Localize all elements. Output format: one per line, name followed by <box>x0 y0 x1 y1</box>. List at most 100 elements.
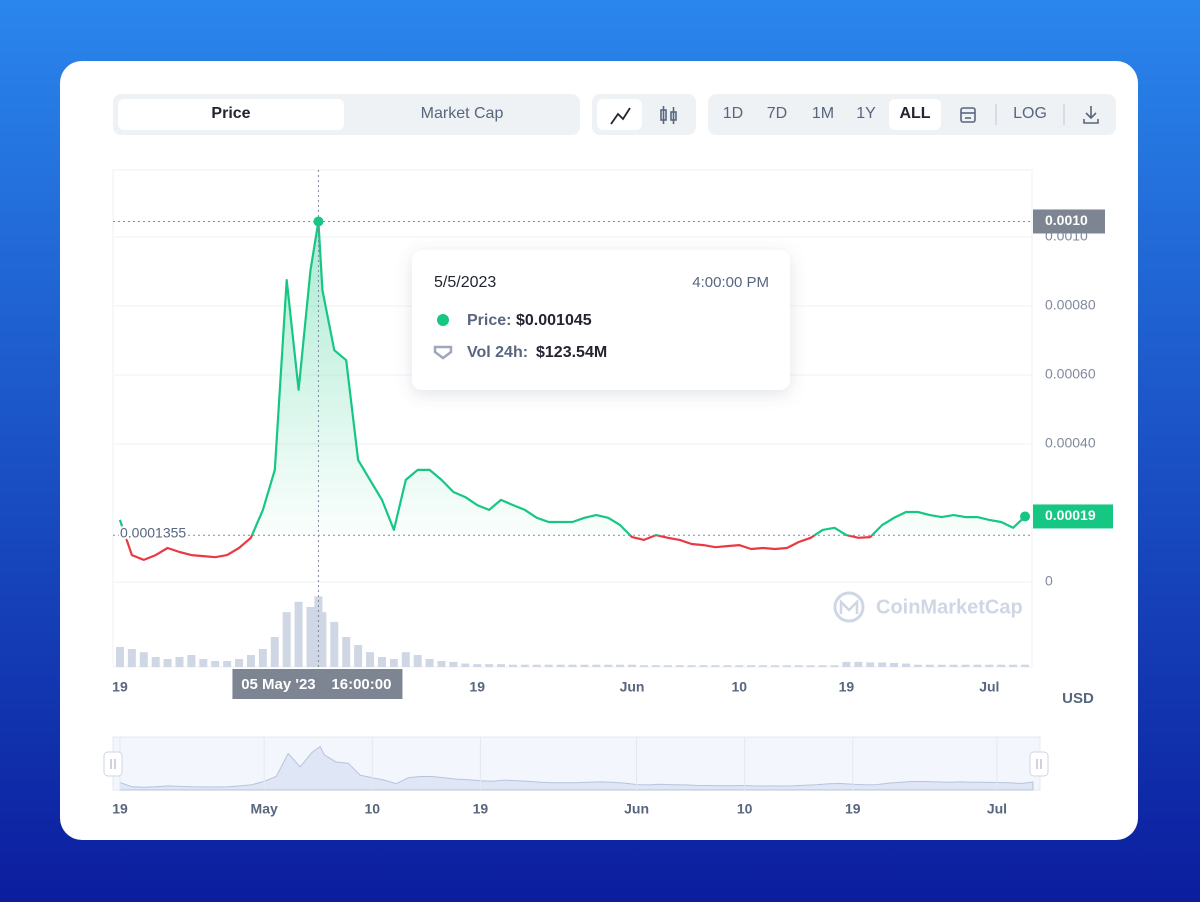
volume-bar <box>437 661 446 667</box>
range-button[interactable]: 7D <box>767 105 787 122</box>
volume-bar <box>187 655 196 667</box>
volume-bar <box>151 657 160 667</box>
volume-bar <box>235 659 244 667</box>
volume-bar <box>854 661 863 667</box>
volume-bar <box>628 664 637 667</box>
watermark: CoinMarketCap <box>833 591 1023 623</box>
volume-bar <box>616 664 625 667</box>
volume-bar <box>508 664 517 667</box>
volume-bar <box>747 665 756 667</box>
last-price-label: 0.00019 <box>1045 507 1096 523</box>
tooltip-volume-name: Vol 24h: <box>467 344 528 361</box>
volume-bar <box>318 612 327 667</box>
volume-bar <box>913 664 922 667</box>
x-tick-label: 10 <box>731 679 747 695</box>
range-button[interactable]: 1M <box>812 105 834 122</box>
range-active <box>889 99 941 130</box>
volume-bar <box>485 664 494 667</box>
volume-bar <box>973 664 982 667</box>
navigator-tick-label: 19 <box>845 801 861 817</box>
navigator-tick-label: 10 <box>737 801 753 817</box>
range-button[interactable]: ALL <box>899 105 930 122</box>
volume-bar <box>675 665 684 667</box>
volume-bar <box>759 665 768 667</box>
volume-bar <box>223 661 232 667</box>
volume-bar <box>401 652 410 667</box>
volume-bar <box>354 645 363 667</box>
volume-bar <box>163 659 172 667</box>
log-button[interactable]: LOG <box>1013 105 1047 122</box>
volume-bar <box>175 657 184 667</box>
tooltip-time: 4:00:00 PM <box>692 274 769 291</box>
volume-bar <box>723 665 732 667</box>
y-tick-label: 0.00040 <box>1045 435 1096 451</box>
tab[interactable]: Market Cap <box>421 105 504 122</box>
plot: 00.000400.000600.000800.00100.00013550.0… <box>112 220 1113 695</box>
navigator-tick-label: 19 <box>473 801 489 817</box>
card <box>60 61 1138 840</box>
volume-bar <box>115 647 124 667</box>
volume-bar <box>997 664 1006 667</box>
navigator-tick-label: 10 <box>364 801 380 817</box>
volume-bar <box>1021 664 1030 667</box>
volume-bar <box>568 664 577 667</box>
tooltip-volume: $123.54M <box>536 344 607 361</box>
navigator-tick-label: May <box>251 801 278 817</box>
volume-bar <box>818 665 827 667</box>
volume-bar <box>282 612 291 667</box>
range-button[interactable]: 1Y <box>856 105 876 122</box>
volume-bar <box>449 661 458 667</box>
range-button[interactable]: 1D <box>723 105 743 122</box>
candle-chart-icon[interactable] <box>660 106 677 124</box>
navigator-area <box>119 745 1034 791</box>
volume-bar <box>842 661 851 667</box>
tab-active <box>118 99 344 130</box>
watermark-text: CoinMarketCap <box>876 596 1023 618</box>
navigator-handle[interactable] <box>1029 751 1049 777</box>
volume-bar <box>770 665 779 667</box>
volume-bar <box>794 665 803 667</box>
volume-bar <box>366 652 375 667</box>
y-tick-label: 0 <box>1045 573 1053 589</box>
volume-bar <box>782 665 791 667</box>
line-chart-icon[interactable] <box>610 107 631 125</box>
y-tick-label: 0.00080 <box>1045 297 1096 313</box>
volume-bar <box>497 664 506 667</box>
volume-bar <box>866 662 875 667</box>
hover-time-clock: 16:00:00 <box>331 676 391 693</box>
volume-bar <box>937 664 946 667</box>
tooltip-price-name: Price: <box>467 312 511 329</box>
tab[interactable]: Price <box>211 105 250 122</box>
volume-bar <box>342 637 351 667</box>
volume-bar <box>1009 664 1018 667</box>
calendar-icon[interactable] <box>960 107 976 123</box>
volume-bar <box>830 665 839 667</box>
volume-bar <box>735 665 744 667</box>
volume-bar <box>306 607 315 667</box>
navigator-handle[interactable] <box>103 751 123 777</box>
volume-bar <box>425 659 434 667</box>
tooltip-box <box>412 250 790 390</box>
navigator: 19 May 10 19 Jun 10 19 Jul <box>112 737 1034 817</box>
tooltip-price: $0.001045 <box>516 312 592 329</box>
volume-bar <box>699 665 708 667</box>
volume-bar <box>925 664 934 667</box>
price-area <box>119 221 1026 536</box>
volume-bar <box>961 664 970 667</box>
volume-bar <box>377 657 386 667</box>
navigator-tick-label: Jul <box>987 801 1007 817</box>
volume-bar <box>473 664 482 667</box>
hover-price-badge <box>1033 209 1105 234</box>
download-icon[interactable] <box>1083 106 1099 124</box>
last-price-dot <box>1020 511 1031 522</box>
volume-bar <box>663 665 672 667</box>
navigator-tick-label: Jun <box>624 801 649 817</box>
volume-bar <box>139 652 148 667</box>
volume-bar <box>604 664 613 667</box>
tooltip: 5/5/2023 4:00:00 PM Price: $0.001045 Vol… <box>412 250 790 390</box>
volume-bar <box>199 659 208 667</box>
last-price-badge <box>1033 504 1113 529</box>
volume-bar <box>294 601 303 667</box>
tooltip-price-dot <box>437 314 449 326</box>
x-tick-label: Jul <box>979 679 999 695</box>
